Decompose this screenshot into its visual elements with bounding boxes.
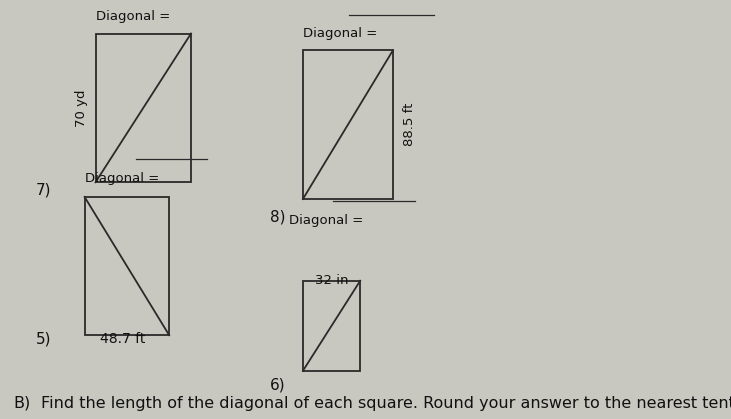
Bar (303, 281, 360, 371)
Text: Find the length of the diagonal of each square. Round your answer to the nearest: Find the length of the diagonal of each … (41, 396, 731, 411)
Text: 70 yd: 70 yd (75, 89, 88, 127)
Bar (85, 197, 169, 335)
Text: 88.5 ft: 88.5 ft (403, 103, 416, 146)
Text: 6): 6) (270, 377, 286, 392)
Text: 32 in: 32 in (315, 274, 348, 287)
Bar (303, 50, 393, 199)
Text: 48.7 ft: 48.7 ft (100, 332, 145, 346)
Text: 7): 7) (36, 182, 51, 197)
Text: Diagonal =: Diagonal = (289, 214, 368, 227)
Text: Diagonal =: Diagonal = (303, 27, 382, 40)
Text: 5): 5) (36, 331, 51, 346)
Text: Diagonal =: Diagonal = (85, 172, 163, 185)
Text: B): B) (14, 396, 31, 411)
Text: 8): 8) (270, 210, 286, 225)
Bar (96, 34, 191, 182)
Text: Diagonal =: Diagonal = (96, 10, 174, 23)
